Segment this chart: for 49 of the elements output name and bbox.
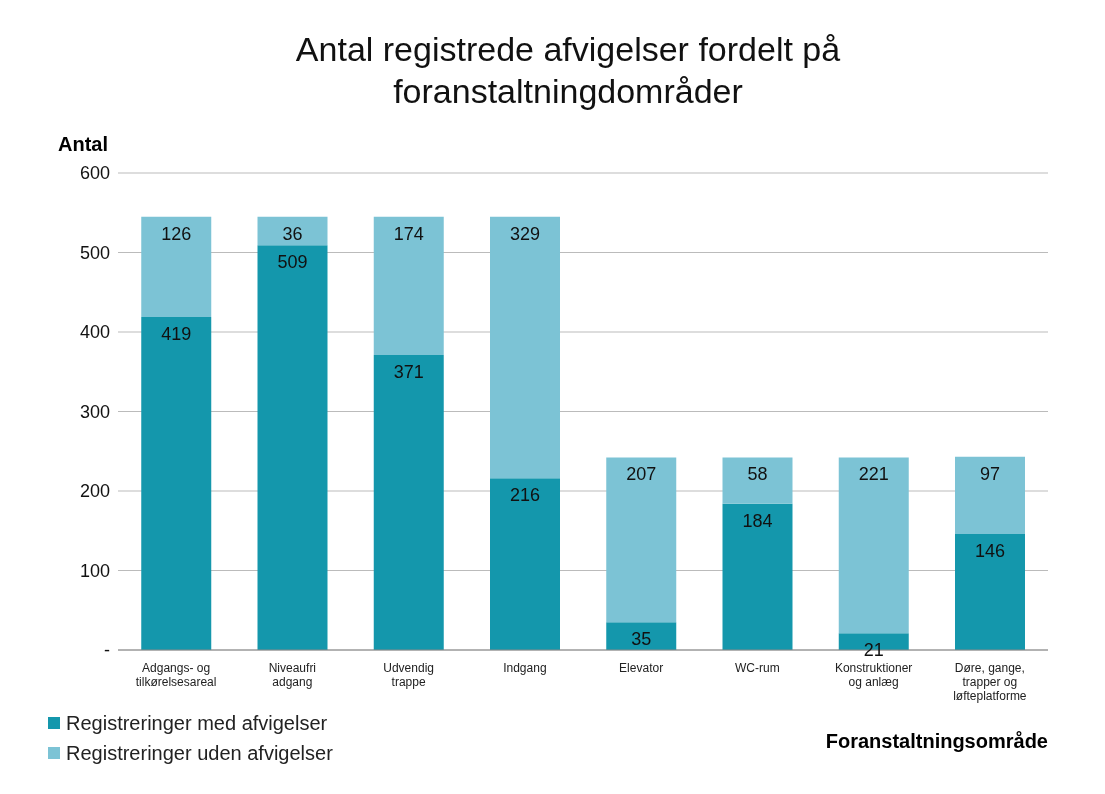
x-tick-label: Konstruktioner og anlæg [834, 661, 913, 689]
y-tick-label: 600 [79, 163, 110, 184]
x-tick-label: Adgangs- og tilkørelsesareal [135, 661, 217, 689]
y-tick-label: - [104, 640, 110, 661]
x-tick-label: Døre, gange, trapper og løfteplatforme [953, 661, 1027, 703]
data-label: 97 [979, 463, 1001, 484]
bar [141, 316, 212, 650]
data-label: 35 [631, 628, 652, 649]
y-tick-label: 100 [79, 560, 110, 581]
bar [141, 216, 212, 317]
bar [838, 457, 909, 634]
bar [955, 456, 1025, 534]
y-tick-label: 300 [79, 401, 110, 422]
bar [606, 457, 677, 623]
bar [490, 216, 560, 479]
data-label: 174 [393, 223, 424, 244]
bar [257, 216, 328, 246]
data-label: 216 [509, 485, 541, 506]
bar [373, 216, 444, 356]
x-tick-label: Udvendig trappe [383, 661, 434, 689]
chart-title: Antal registrede afvigelser fordelt på foranstaltningdområder [294, 29, 842, 112]
data-label: 509 [277, 252, 308, 273]
data-label: 36 [282, 223, 303, 244]
x-tick-label: Indgang [503, 661, 547, 675]
x-tick-label: Elevator [619, 661, 664, 675]
bar [722, 457, 793, 504]
bar [373, 355, 444, 650]
x-tick-label: Niveaufri adgang [268, 661, 317, 689]
legend-label: Registreringer uden afvigelser [66, 741, 333, 766]
y-axis-title: Antal [58, 133, 108, 156]
x-axis-title: Foranstaltningsområde [825, 730, 1048, 753]
bar [490, 478, 560, 650]
bar [955, 533, 1025, 650]
x-tick-label: WC-rum [735, 661, 780, 675]
legend-label: Registreringer med afvigelser [66, 711, 328, 736]
data-label: 58 [747, 464, 768, 485]
data-label: 146 [974, 540, 1006, 561]
data-label: 184 [742, 510, 773, 531]
data-label: 371 [393, 361, 424, 382]
data-label: 221 [858, 464, 889, 485]
data-label: 329 [509, 223, 541, 244]
y-tick-label: 500 [79, 242, 110, 263]
bar [257, 245, 328, 650]
data-label: 419 [161, 323, 192, 344]
bar [722, 503, 793, 650]
y-tick-label: 400 [79, 322, 110, 343]
data-label: 207 [626, 464, 657, 485]
data-label: 126 [161, 223, 192, 244]
y-tick-label: 200 [79, 481, 110, 502]
